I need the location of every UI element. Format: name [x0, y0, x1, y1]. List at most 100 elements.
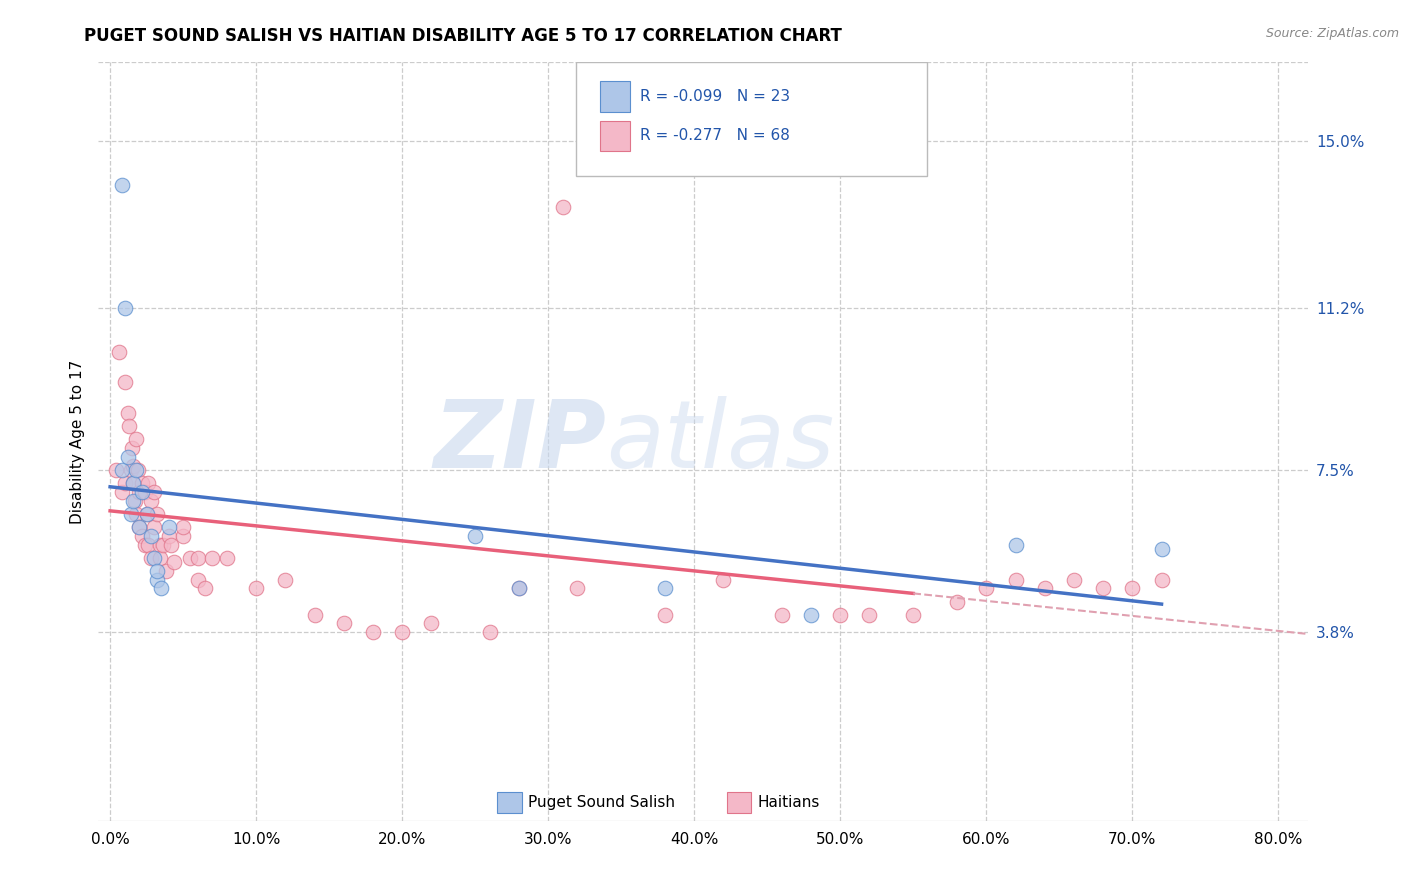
Point	[124, 493, 146, 508]
Point	[149, 550, 172, 565]
Point	[567, 582, 589, 596]
Point	[1004, 573, 1026, 587]
Point	[187, 573, 209, 587]
Point	[713, 573, 735, 587]
Point	[139, 529, 162, 543]
Point	[1033, 582, 1056, 596]
Point	[125, 463, 148, 477]
Point	[118, 419, 141, 434]
Point	[125, 433, 148, 447]
Point	[136, 476, 159, 491]
Point	[215, 550, 238, 565]
Point	[142, 485, 165, 500]
Text: ZIP: ZIP	[433, 395, 606, 488]
Point	[111, 485, 134, 500]
Point	[974, 582, 997, 596]
Text: R = -0.099   N = 23: R = -0.099 N = 23	[640, 89, 790, 104]
Point	[1150, 541, 1173, 556]
Point	[128, 520, 150, 534]
Point	[122, 458, 145, 473]
Point	[142, 550, 165, 565]
FancyBboxPatch shape	[498, 792, 522, 814]
Point	[478, 625, 501, 640]
Point	[120, 507, 142, 521]
Point	[117, 406, 139, 420]
Point	[114, 376, 136, 390]
Point	[551, 200, 574, 214]
Point	[157, 529, 180, 543]
Point	[122, 493, 145, 508]
Point	[131, 476, 153, 491]
FancyBboxPatch shape	[727, 792, 751, 814]
Point	[172, 529, 194, 543]
Point	[508, 582, 530, 596]
Point	[464, 529, 486, 543]
Point	[120, 463, 142, 477]
Point	[131, 529, 153, 543]
Point	[114, 301, 136, 315]
Point	[150, 582, 173, 596]
Point	[155, 564, 177, 578]
Point	[274, 573, 297, 587]
Text: atlas: atlas	[606, 396, 835, 487]
Text: Haitians: Haitians	[758, 795, 820, 810]
Point	[114, 476, 136, 491]
Point	[391, 625, 413, 640]
Point	[122, 476, 145, 491]
Point	[135, 507, 157, 521]
Point	[128, 485, 150, 500]
Y-axis label: Disability Age 5 to 17: Disability Age 5 to 17	[69, 359, 84, 524]
Point	[800, 607, 823, 622]
Point	[194, 582, 217, 596]
Point	[1063, 573, 1085, 587]
Point	[152, 537, 174, 551]
Point	[139, 550, 162, 565]
Point	[858, 607, 880, 622]
Point	[111, 463, 134, 477]
FancyBboxPatch shape	[576, 62, 927, 177]
Point	[104, 463, 127, 477]
Point	[654, 582, 676, 596]
Point	[770, 607, 793, 622]
Point	[108, 344, 131, 359]
Text: Puget Sound Salish: Puget Sound Salish	[527, 795, 675, 810]
Point	[134, 485, 156, 500]
Point	[149, 537, 172, 551]
Point	[125, 507, 148, 521]
Point	[508, 582, 530, 596]
Point	[1092, 582, 1115, 596]
Point	[654, 607, 676, 622]
Text: Source: ZipAtlas.com: Source: ZipAtlas.com	[1265, 27, 1399, 40]
FancyBboxPatch shape	[600, 120, 630, 151]
Point	[142, 520, 165, 534]
FancyBboxPatch shape	[600, 81, 630, 112]
Point	[201, 550, 224, 565]
Point	[946, 594, 969, 608]
Point	[163, 555, 186, 569]
Point	[128, 520, 150, 534]
Point	[420, 616, 443, 631]
Point	[136, 537, 159, 551]
Point	[146, 564, 169, 578]
Point	[122, 476, 145, 491]
Point	[111, 178, 134, 193]
Point	[245, 582, 267, 596]
Point	[160, 537, 183, 551]
Text: R = -0.277   N = 68: R = -0.277 N = 68	[640, 128, 790, 144]
Point	[361, 625, 384, 640]
Point	[172, 520, 194, 534]
Point	[187, 550, 209, 565]
Point	[139, 493, 162, 508]
Point	[135, 507, 157, 521]
Point	[127, 463, 149, 477]
Point	[121, 441, 143, 455]
Point	[117, 450, 139, 464]
Point	[157, 520, 180, 534]
Point	[332, 616, 354, 631]
Point	[903, 607, 925, 622]
Point	[1150, 573, 1173, 587]
Point	[131, 485, 153, 500]
Point	[146, 507, 169, 521]
Point	[830, 607, 852, 622]
Point	[179, 550, 201, 565]
